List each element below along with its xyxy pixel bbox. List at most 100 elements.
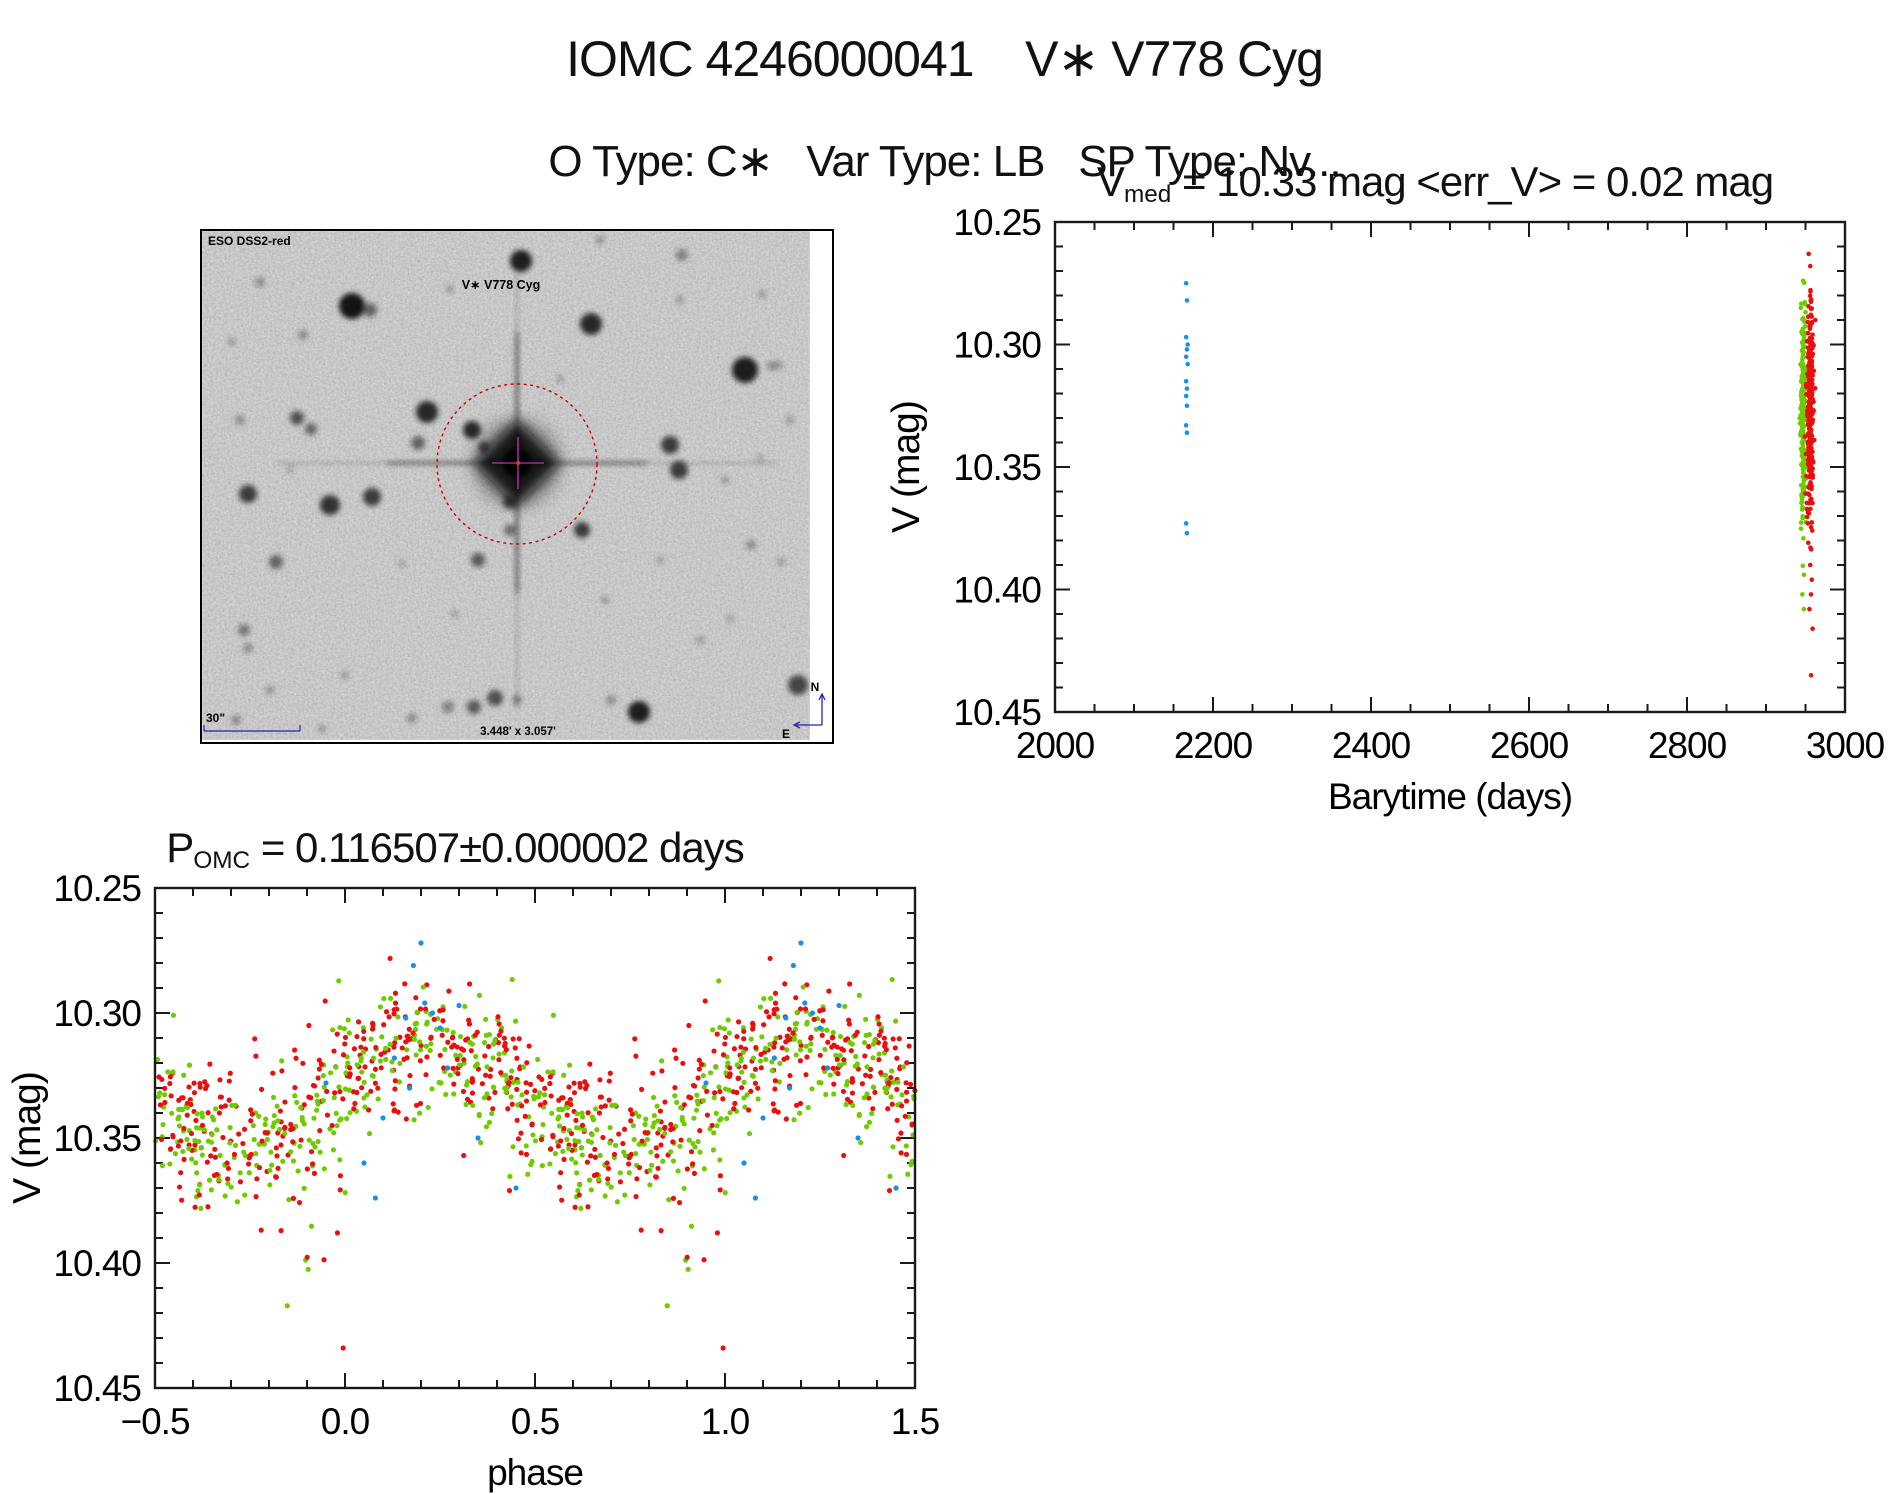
star-blob bbox=[628, 701, 650, 723]
star-blob bbox=[721, 476, 729, 484]
star-blob bbox=[756, 455, 764, 463]
svg-text:1.0: 1.0 bbox=[701, 1401, 750, 1442]
svg-text:2000: 2000 bbox=[1016, 725, 1095, 766]
compass-icon bbox=[792, 692, 826, 729]
star-blob bbox=[341, 671, 349, 679]
star-blob bbox=[696, 636, 704, 644]
star-blob bbox=[228, 338, 236, 346]
data-points bbox=[152, 940, 918, 1351]
svg-text:10.35: 10.35 bbox=[53, 1118, 141, 1159]
star-blob bbox=[788, 675, 808, 695]
axis-tick-labels: −0.5 0.0 0.5 1.0 1.5 10.25 10.30 10.35 10.40 10.4… bbox=[53, 868, 940, 1493]
star-blob bbox=[670, 461, 688, 479]
barytime-plot: 2000 2200 2400 2600 2800 3000 10.25 10.30 10.35 1… bbox=[953, 202, 1885, 817]
star-blob bbox=[238, 624, 250, 636]
star-blob bbox=[726, 615, 734, 623]
svg-text:−0.5: −0.5 bbox=[120, 1401, 189, 1442]
svg-text:10.45: 10.45 bbox=[53, 1368, 141, 1409]
scalebar-label: 30" bbox=[206, 711, 225, 725]
page-subtitle: O Type: C∗ Var Type: LB SP Type: Nv... bbox=[548, 137, 1341, 186]
barytime-x-axis-label: Barytime (days) bbox=[1328, 776, 1572, 817]
star-blob bbox=[235, 415, 245, 425]
star-blob bbox=[442, 701, 454, 713]
phase-plot: −0.5 0.0 0.5 1.0 1.5 10.25 10.30 10.35 10.40 10.4… bbox=[53, 868, 940, 1493]
star-blob bbox=[676, 296, 684, 304]
star-blob bbox=[416, 401, 438, 423]
star-blob bbox=[786, 416, 794, 424]
star-blob bbox=[777, 558, 785, 566]
star-blob bbox=[467, 700, 481, 714]
star-blob bbox=[574, 522, 590, 538]
star-blob bbox=[596, 236, 604, 244]
svg-text:10.40: 10.40 bbox=[53, 1243, 141, 1284]
star-blob bbox=[269, 555, 283, 569]
star-blob bbox=[676, 249, 688, 261]
svg-text:0.5: 0.5 bbox=[511, 1401, 560, 1442]
starfield-frame bbox=[200, 229, 834, 744]
star-blob bbox=[255, 277, 265, 287]
phase-x-axis-label: phase bbox=[487, 1452, 583, 1493]
survey-label: ESO DSS2-red bbox=[208, 234, 291, 248]
star-blob bbox=[606, 695, 616, 705]
svg-text:2400: 2400 bbox=[1332, 725, 1411, 766]
star-blob bbox=[339, 293, 365, 319]
svg-text:2200: 2200 bbox=[1174, 725, 1253, 766]
star-blob bbox=[580, 313, 602, 335]
star-blob bbox=[767, 361, 777, 371]
star-blob bbox=[243, 643, 253, 653]
crosshair-icon bbox=[492, 437, 544, 489]
star-blob bbox=[318, 725, 326, 733]
svg-text:10.30: 10.30 bbox=[53, 993, 141, 1034]
compass-north-label: N bbox=[811, 680, 820, 694]
phase-plot-frame bbox=[153, 886, 917, 1390]
star-blob bbox=[305, 423, 317, 435]
star-blob bbox=[298, 330, 308, 340]
star-blob bbox=[487, 690, 503, 706]
axis-tick-labels: 2000 2200 2400 2600 2800 3000 10.25 10.30 10.35 1… bbox=[953, 202, 1885, 817]
phase-plot-title: POMC = 0.116507±0.000002 days bbox=[166, 824, 744, 875]
barytime-plot-frame bbox=[1053, 220, 1847, 714]
star-blob bbox=[661, 436, 679, 454]
star-blob bbox=[510, 250, 532, 272]
star-blob bbox=[451, 610, 459, 618]
svg-text:10.45: 10.45 bbox=[953, 692, 1041, 733]
star-blob bbox=[732, 357, 758, 383]
svg-text:2600: 2600 bbox=[1490, 725, 1569, 766]
star-blob bbox=[407, 713, 417, 723]
target-circle bbox=[436, 383, 598, 545]
svg-text:10.25: 10.25 bbox=[953, 202, 1041, 243]
star-blob bbox=[656, 556, 664, 564]
data-points bbox=[1183, 251, 1818, 678]
barytime-plot-title: Vmed = 10.33 mag <err_V> = 0.02 mag bbox=[1096, 158, 1774, 209]
star-blob bbox=[398, 560, 406, 568]
starfield-image: ESO DSS2-red V∗ V778 Cyg 30" 3.448' x 3.… bbox=[200, 229, 834, 744]
star-blob bbox=[556, 375, 564, 383]
svg-text:1.5: 1.5 bbox=[891, 1401, 940, 1442]
stars-layer bbox=[228, 236, 808, 733]
star-blob bbox=[290, 411, 304, 425]
phase-y-axis-label: V (mag) bbox=[6, 1072, 49, 1204]
axis-ticks bbox=[1054, 221, 1846, 713]
star-blob bbox=[286, 465, 294, 473]
star-blob bbox=[775, 361, 783, 369]
star-blob bbox=[746, 540, 756, 550]
size-label: 3.448' x 3.057' bbox=[480, 726, 556, 738]
svg-text:10.25: 10.25 bbox=[53, 868, 141, 909]
star-blob bbox=[363, 303, 377, 317]
svg-text:10.30: 10.30 bbox=[953, 325, 1041, 366]
svg-text:0.0: 0.0 bbox=[321, 1401, 370, 1442]
star-blob bbox=[411, 436, 425, 450]
compass-east-label: E bbox=[782, 727, 790, 741]
scalebar bbox=[203, 725, 301, 732]
svg-text:3000: 3000 bbox=[1806, 725, 1885, 766]
svg-text:10.40: 10.40 bbox=[953, 570, 1041, 611]
star-blob bbox=[320, 495, 340, 515]
star-blob bbox=[446, 285, 454, 293]
barytime-y-axis-label: V (mag) bbox=[885, 401, 928, 533]
star-blob bbox=[231, 715, 241, 725]
star-blob bbox=[463, 421, 481, 439]
star-blob bbox=[363, 488, 381, 506]
star-blob bbox=[471, 553, 485, 567]
star-blob bbox=[504, 524, 516, 536]
